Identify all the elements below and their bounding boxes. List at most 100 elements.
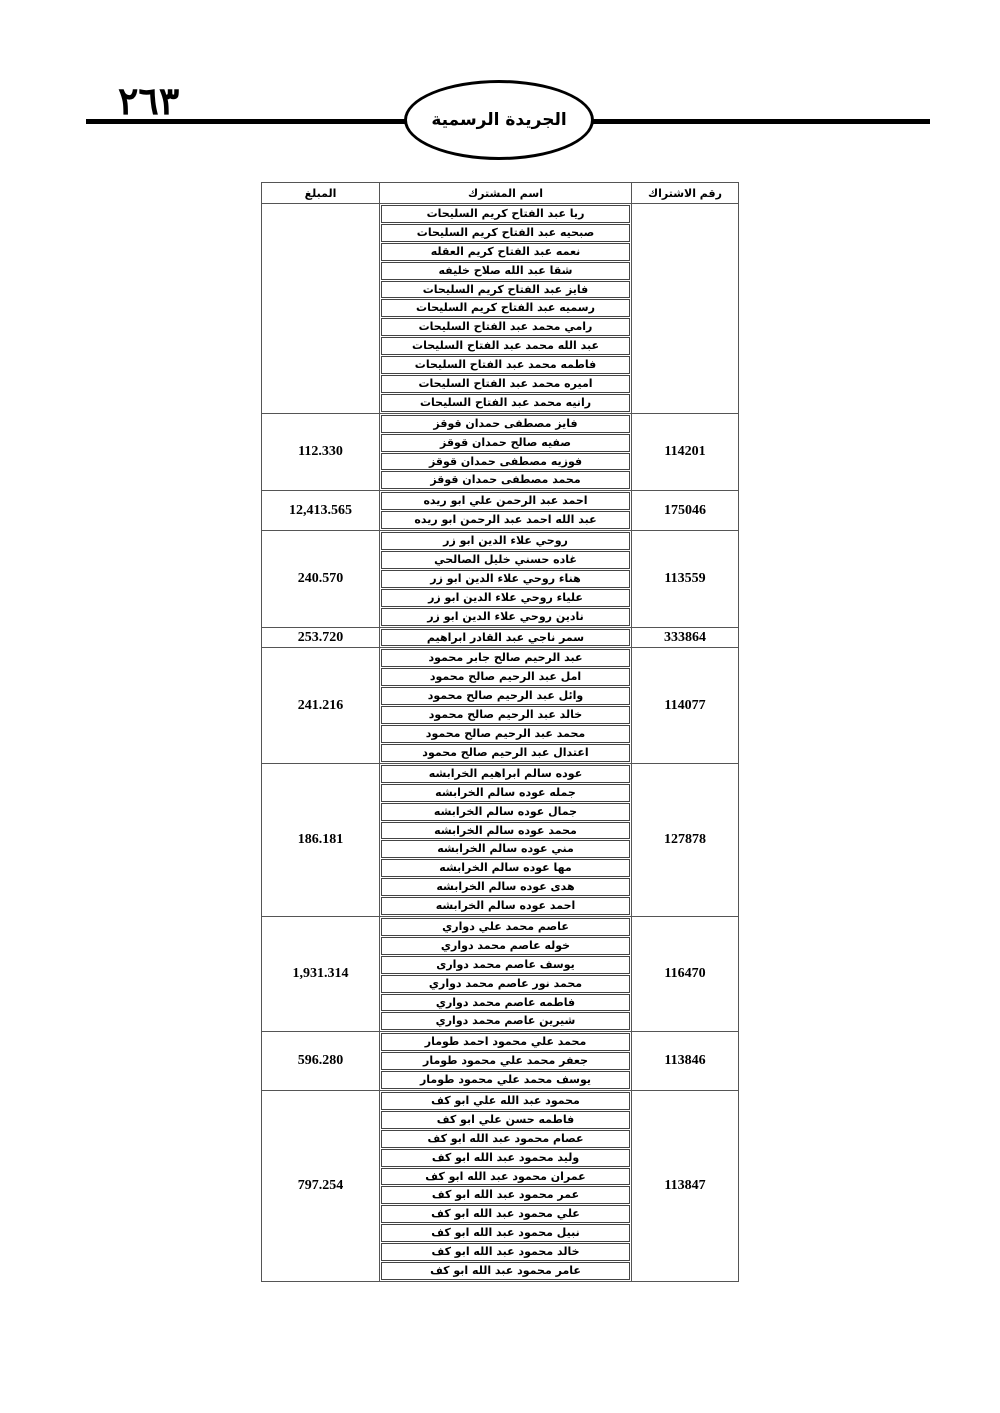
- subscriber-names: فايز مصطفى حمدان قوقز صفيه صالح حمدان قوق…: [379, 413, 631, 491]
- subscriber-name: فاطمه محمد عبد الفتاح السليحات: [381, 356, 630, 375]
- subscriber-name: محمد نور عاصم محمد دواري: [381, 974, 630, 993]
- subscription-number: 127878: [631, 763, 738, 916]
- subscriber-name: علي محمود عبد الله ابو كف: [381, 1205, 630, 1224]
- subscriber-names: سمر ناجي عبد القادر ابراهيم: [379, 627, 631, 648]
- amount: 241.216: [297, 697, 344, 713]
- subscription-number: 116470: [631, 916, 738, 1032]
- subscriber-name: شيرين عاصم محمد دواري: [381, 1012, 630, 1031]
- subscription-number: 175046: [631, 491, 738, 531]
- subscriber-name: احمد عوده سالم الخرابشه: [381, 897, 630, 915]
- subscriber-name: محمود عبد الله علي ابو كف: [381, 1091, 630, 1110]
- subscriber-names: محمود عبد الله علي ابو كف فاطمه حسن علي ا…: [379, 1090, 631, 1281]
- subscriber-name: ريا عبد الفتاح كريم السليحات: [381, 205, 630, 223]
- subscriber-name: عمر محمود عبد الله ابو كف: [381, 1186, 630, 1205]
- table-row: 113846 محمد علي محمود احمد طومار جعفر محمد…: [262, 1032, 738, 1091]
- subscriber-name: فوزيه مصطفى حمدان قوقز: [381, 452, 630, 471]
- subscriber-name: صفيه صالح حمدان قوقز: [381, 433, 630, 452]
- subscriber-names: ريا عبد الفتاح كريم السليحات صبحيه عبد ال…: [379, 204, 631, 413]
- subscriber-name: محمد عوده سالم الخرابشه: [381, 821, 630, 840]
- subscription-number: 114077: [631, 648, 738, 763]
- subscriber-name: نعمه عبد الفتاح كريم العقله: [381, 242, 630, 261]
- subscriber-name: يوسف محمد علي محمود طومار: [381, 1071, 630, 1089]
- subscriber-name: وائل عبد الرحيم صالح محمود: [381, 687, 630, 706]
- subscriber-name: عمران محمود عبد الله ابو كف: [381, 1167, 630, 1186]
- table-header-row: رقم الاشتراك اسم المشترك المبلغ: [262, 183, 738, 204]
- subscriber-name: خوله عاصم محمد دواري: [381, 936, 630, 955]
- publication-title: الجريدة الرسمية: [431, 110, 567, 130]
- subscriber-names: روحي علاء الدين ابو زر غاده حسني خليل الص…: [379, 531, 631, 627]
- subscriber-name: مها عوده سالم الخرابشه: [381, 859, 630, 878]
- table-row: 127878 عوده سالم ابراهيم الخرابشه جمله عود…: [262, 763, 738, 917]
- subscriber-names: عوده سالم ابراهيم الخرابشه جمله عوده سالم…: [379, 763, 631, 916]
- amount: 1,931.314: [292, 966, 349, 982]
- amount: [262, 204, 379, 413]
- subscription-number: 333864: [631, 627, 738, 648]
- subscription-number: [631, 204, 738, 413]
- subscriber-name: محمد عبد الرحيم صالح محمود: [381, 725, 630, 743]
- table-row: 175046 احمد عبد الرحمن علي ابو ريده عبد ال…: [262, 491, 738, 532]
- subscriber-name: عبد الله محمد عبد الفتاح السليحات: [381, 337, 630, 356]
- subscriber-name: شقا عبد الله صلاح خليفه: [381, 261, 630, 280]
- page-number: ٢٦٣: [118, 78, 180, 123]
- subscription-number: 113846: [631, 1032, 738, 1090]
- subscriber-names: احمد عبد الرحمن علي ابو ريده عبد الله احم…: [379, 491, 631, 531]
- subscriber-name: رانيه محمد عبد الفتاح السليحات: [381, 393, 630, 412]
- header-name: اسم المشترك: [379, 183, 631, 203]
- subscriber-name: رامي محمد عبد الفتاح السليحات: [381, 318, 630, 337]
- subscriber-name: خالد محمود عبد الله ابو كف: [381, 1243, 630, 1261]
- subscriber-name: نادين روحي علاء الدين ابو زر: [381, 607, 630, 626]
- subscriber-name: امل عبد الرحيم صالح محمود: [381, 668, 630, 687]
- subscriber-name: صبحيه عبد الفتاح كريم السليحات: [381, 223, 630, 242]
- amount: 797.254: [297, 1177, 344, 1193]
- amount: 186.181: [297, 831, 344, 847]
- table-row: 113559 روحي علاء الدين ابو زر غاده حسني خل…: [262, 531, 738, 628]
- subscriber-name: جمله عوده سالم الخرابشه: [381, 783, 630, 802]
- subscriber-name: علياء روحي علاء الدين ابو زر: [381, 588, 630, 607]
- subscriber-name: عبد الله احمد عبد الرحمن ابو ريده: [381, 511, 630, 530]
- subscriber-name: سمر ناجي عبد القادر ابراهيم: [381, 628, 630, 647]
- subscriber-name: اعتدال عبد الرحيم صالح محمود: [381, 743, 630, 762]
- amount: 240.570: [297, 570, 344, 586]
- subscriber-name: احمد عبد الرحمن علي ابو ريده: [381, 492, 630, 511]
- subscriber-name: عبد الرحيم صالح جابر محمود: [381, 649, 630, 668]
- header-amount: المبلغ: [304, 186, 337, 200]
- table-row: 114201 فايز مصطفى حمدان قوقز صفيه صالح حمد…: [262, 413, 738, 492]
- subscriber-name: عصام محمود عبد الله ابو كف: [381, 1129, 630, 1148]
- subscriber-names: عاصم محمد علي دواري خوله عاصم محمد دواري ي…: [379, 916, 631, 1032]
- table-row: 113847 محمود عبد الله علي ابو كف فاطمه حسن…: [262, 1090, 738, 1281]
- subscriber-name: جعفر محمد علي محمود طومار: [381, 1052, 630, 1071]
- subscriber-name: نبيل محمود عبد الله ابو كف: [381, 1224, 630, 1243]
- subscriber-name: رسميه عبد الفتاح كريم السليحات: [381, 299, 630, 318]
- subscribers-table: رقم الاشتراك اسم المشترك المبلغ ريا عبد …: [261, 182, 739, 1282]
- subscriber-name: محمد مصطفى حمدان قوقز: [381, 471, 630, 490]
- publication-title-oval: الجريدة الرسمية: [404, 80, 594, 160]
- subscriber-names: محمد علي محمود احمد طومار جعفر محمد علي م…: [379, 1032, 631, 1090]
- subscriber-name: اميره محمد عبد الفتاح السليحات: [381, 375, 630, 393]
- subscription-number: 114201: [631, 413, 738, 491]
- subscription-number: 113847: [631, 1090, 738, 1281]
- subscriber-name: هناء روحي علاء الدين ابو زر: [381, 569, 630, 588]
- table-row: 114077 عبد الرحيم صالح جابر محمود امل عبد …: [262, 648, 738, 764]
- amount: 12,413.565: [289, 502, 352, 518]
- subscriber-name: خالد عبد الرحيم صالح محمود: [381, 706, 630, 725]
- subscriber-name: عوده سالم ابراهيم الخرابشه: [381, 764, 630, 783]
- subscriber-name: محمد علي محمود احمد طومار: [381, 1033, 630, 1052]
- subscriber-name: فاطمه حسن علي ابو كف: [381, 1110, 630, 1129]
- amount: 112.330: [298, 444, 343, 460]
- subscriber-name: فايز مصطفى حمدان قوقز: [381, 414, 630, 433]
- subscriber-name: فاطمه عاصم محمد دواري: [381, 993, 630, 1012]
- subscriber-name: روحي علاء الدين ابو زر: [381, 532, 630, 551]
- table-row: 116470 عاصم محمد علي دواري خوله عاصم محمد …: [262, 916, 738, 1033]
- subscriber-name: عاصم محمد علي دواري: [381, 917, 630, 936]
- subscriber-name: جمال عوده سالم الخرابشه: [381, 802, 630, 821]
- subscriber-name: هدى عوده سالم الخرابشه: [381, 878, 630, 897]
- amount: 253.720: [297, 629, 344, 645]
- subscriber-name: وليد محمود عبد الله ابو كف: [381, 1148, 630, 1167]
- table-row: 333864 سمر ناجي عبد القادر ابراهيم 253.720: [262, 627, 738, 649]
- subscription-number: 113559: [631, 531, 738, 627]
- subscriber-name: فايز عبد الفتاح كريم السليحات: [381, 280, 630, 299]
- table-row: ريا عبد الفتاح كريم السليحات صبحيه عبد ال…: [262, 204, 738, 414]
- header-subscription: رقم الاشتراك: [631, 183, 738, 203]
- subscriber-name: عامر محمود عبد الله ابو كف: [381, 1261, 630, 1280]
- subscriber-name: غاده حسني خليل الصالحي: [381, 551, 630, 569]
